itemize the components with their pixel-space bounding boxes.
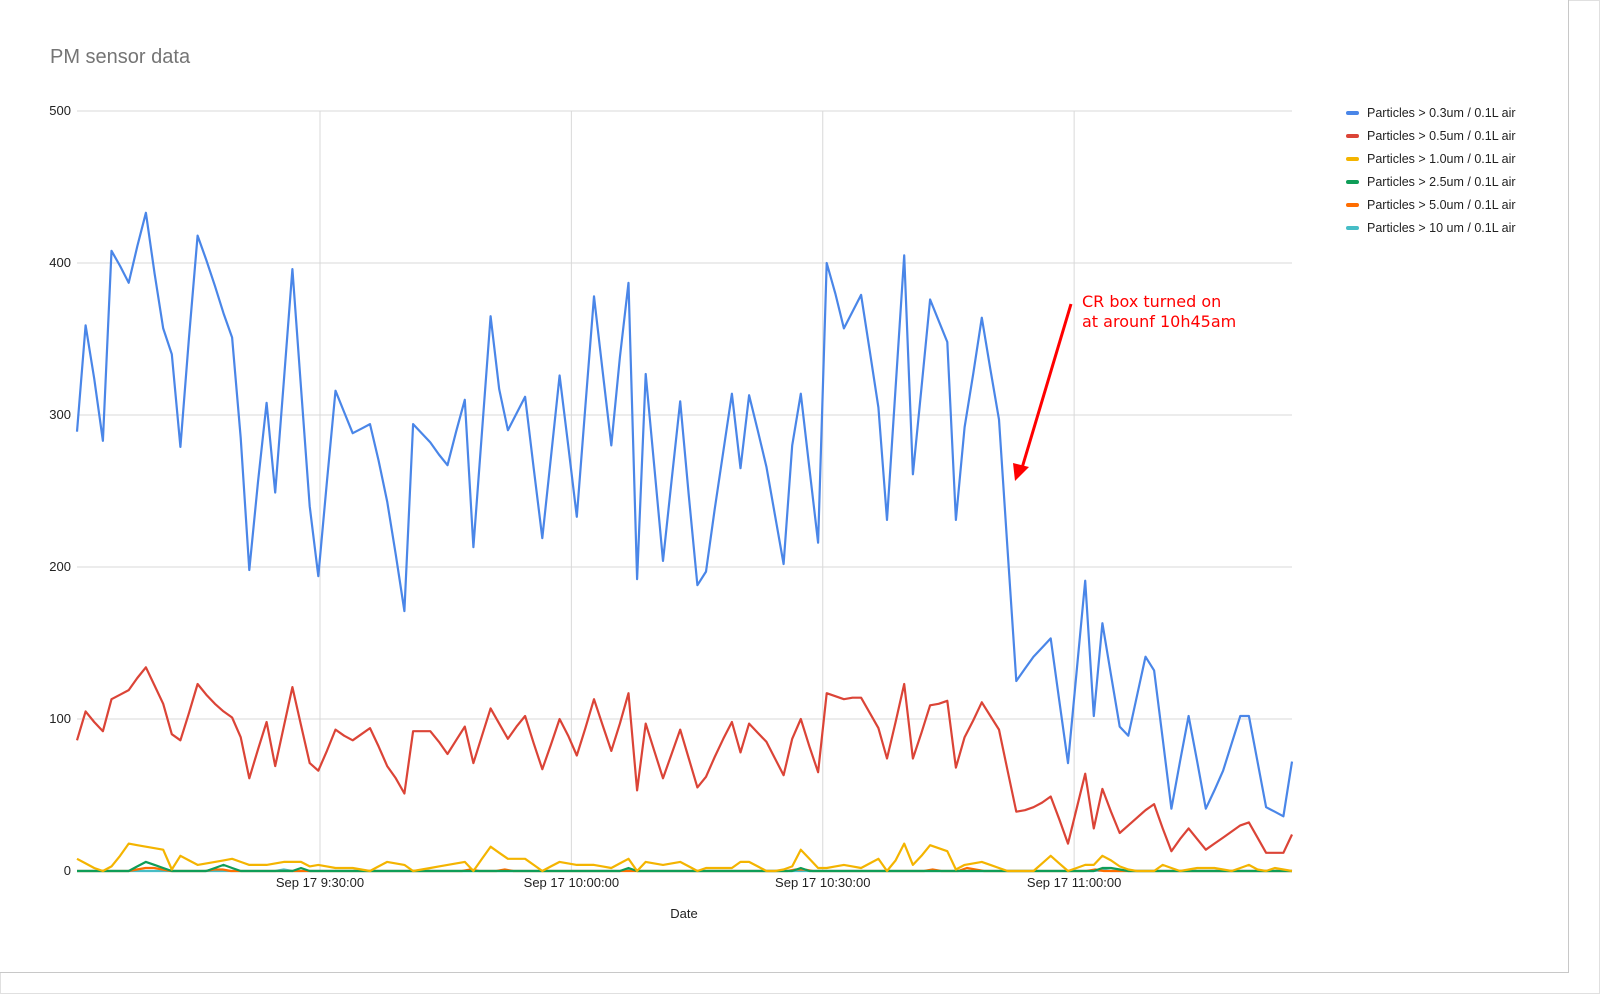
legend-swatch xyxy=(1346,202,1359,207)
legend-label: Particles > 2.5um / 0.1L air xyxy=(1367,174,1516,189)
annotation-arrow-head xyxy=(1013,463,1029,481)
y-tick-label: 100 xyxy=(49,711,71,726)
annotation-arrow-shaft xyxy=(1020,303,1073,469)
x-tick-label: Sep 17 9:30:00 xyxy=(276,875,364,890)
legend-label: Particles > 5.0um / 0.1L air xyxy=(1367,197,1516,212)
annotation-arrow-group xyxy=(1013,303,1073,481)
y-tick-label: 400 xyxy=(49,255,71,270)
legend-item[interactable]: Particles > 5.0um / 0.1L air xyxy=(1346,193,1516,216)
grid-lines xyxy=(77,110,1292,872)
legend-swatch xyxy=(1346,133,1359,138)
legend-label: Particles > 1.0um / 0.1L air xyxy=(1367,151,1516,166)
chart-frame xyxy=(0,0,1569,973)
legend-label: Particles > 10 um / 0.1L air xyxy=(1367,220,1516,235)
y-tick-label: 300 xyxy=(49,407,71,422)
legend-swatch xyxy=(1346,225,1359,230)
legend-swatch xyxy=(1346,156,1359,161)
x-tick-label: Sep 17 10:30:00 xyxy=(775,875,870,890)
series-line-particles-1-0um-0-1l-air xyxy=(76,842,1293,873)
series-line-particles-2-5um-0-1l-air xyxy=(77,860,1292,873)
legend-swatch xyxy=(1346,110,1359,115)
y-tick-label: 200 xyxy=(49,559,71,574)
legend-item[interactable]: Particles > 10 um / 0.1L air xyxy=(1346,216,1516,239)
x-axis-title: Date xyxy=(670,906,697,921)
series-lines xyxy=(75,211,1294,873)
legend-swatch xyxy=(1346,179,1359,184)
annotation-line-1: CR box turned on xyxy=(1082,292,1222,311)
legend-label: Particles > 0.5um / 0.1L air xyxy=(1367,128,1516,143)
legend-label: Particles > 0.3um / 0.1L air xyxy=(1367,105,1516,120)
y-tick-label: 500 xyxy=(49,103,71,118)
legend-item[interactable]: Particles > 0.3um / 0.1L air xyxy=(1346,101,1516,124)
y-tick-label: 0 xyxy=(64,863,71,878)
series-line-particles-0-3um-0-1l-air xyxy=(75,211,1294,818)
legend-item[interactable]: Particles > 2.5um / 0.1L air xyxy=(1346,170,1516,193)
annotation-line-2: at arounf 10h45am xyxy=(1082,312,1237,331)
x-tick-label: Sep 17 11:00:00 xyxy=(1027,875,1121,890)
annotation-text: CR box turned on at arounf 10h45am xyxy=(1082,292,1236,332)
legend-item[interactable]: Particles > 1.0um / 0.1L air xyxy=(1346,147,1516,170)
axis-tick-labels: 0 100 200 300 400 500 Sep 17 9:30:00 Sep 17 10:… xyxy=(49,103,1121,890)
chart-title: PM sensor data xyxy=(50,46,191,68)
legend: Particles > 0.3um / 0.1L air Particles > … xyxy=(1346,101,1516,239)
x-tick-label: Sep 17 10:00:00 xyxy=(524,875,619,890)
legend-item[interactable]: Particles > 0.5um / 0.1L air xyxy=(1346,124,1516,147)
series-line-particles-0-5um-0-1l-air xyxy=(75,666,1293,854)
